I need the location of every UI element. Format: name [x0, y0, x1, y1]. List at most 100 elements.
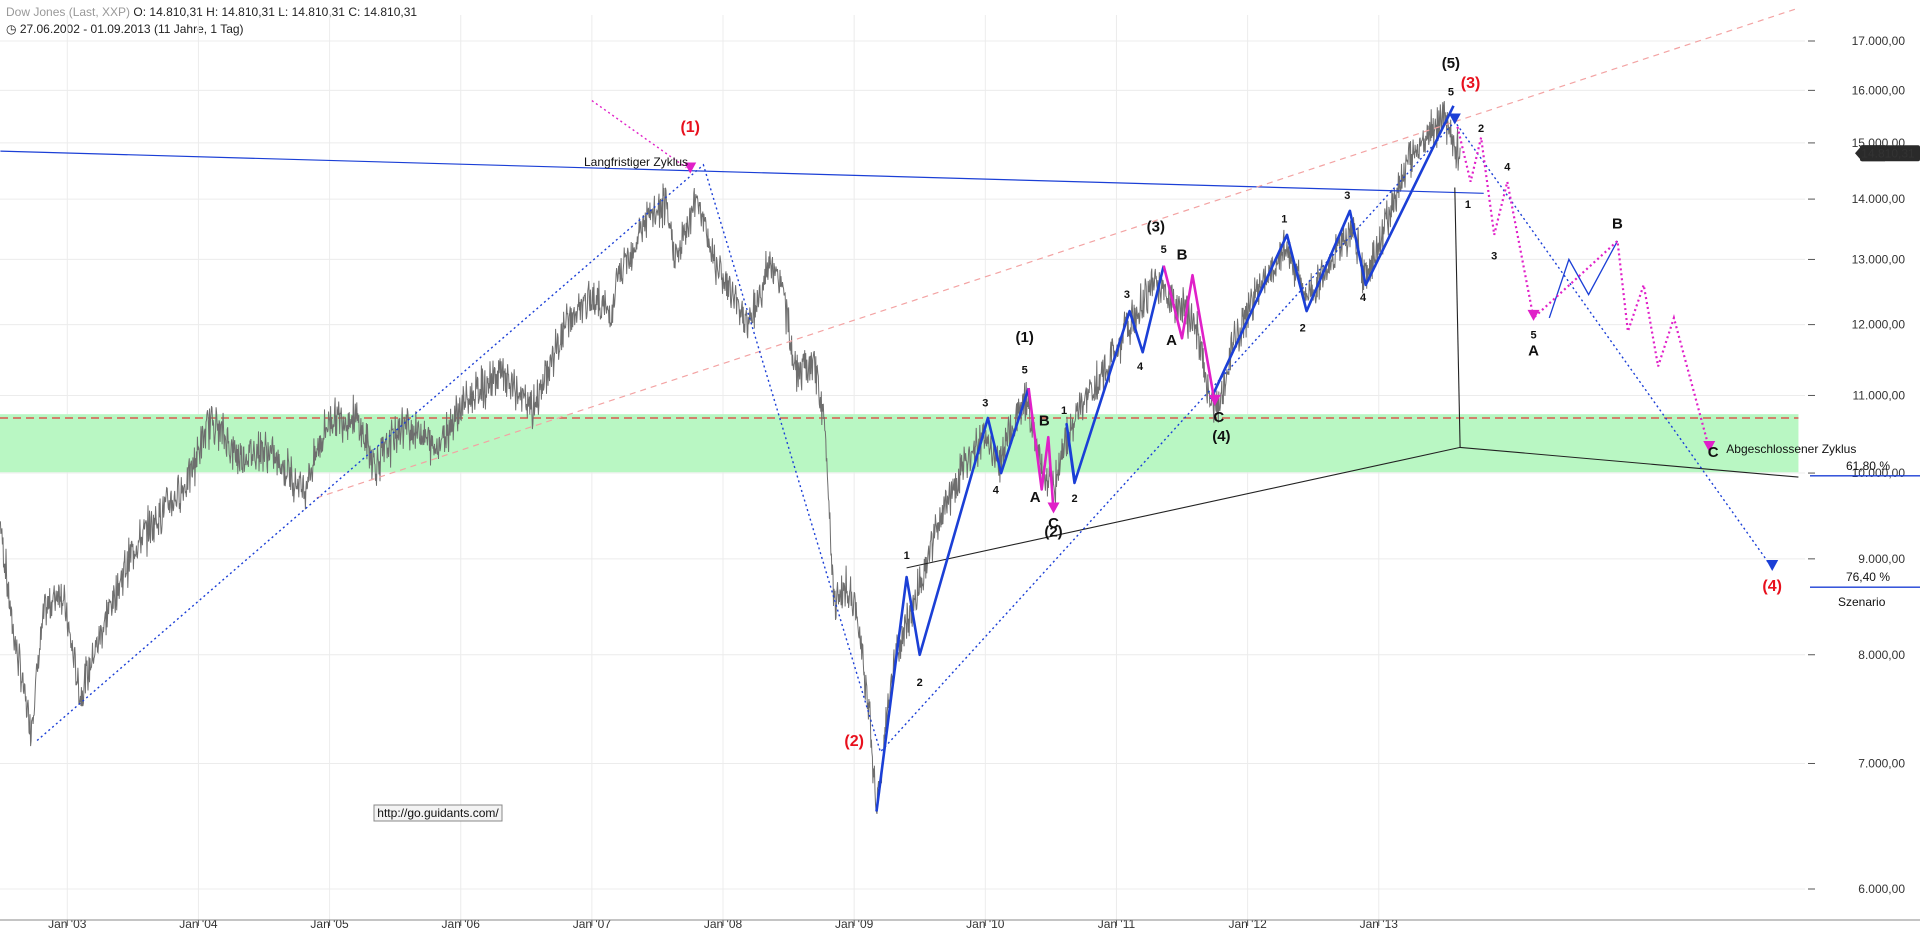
wave-label: (4) — [1762, 578, 1782, 595]
wave-label: 4 — [1504, 162, 1511, 174]
clock-icon: ◷ — [6, 22, 17, 36]
y-tick-label: 13.000,00 — [1852, 252, 1906, 266]
fib-level-label: 76,40 % — [1846, 570, 1890, 584]
wave-label: 2 — [1071, 493, 1077, 505]
wave-label: 4 — [1360, 292, 1367, 304]
x-tick-label: Jan '09 — [835, 917, 874, 931]
y-tick-label: 7.000,00 — [1858, 756, 1905, 770]
impulse-wave — [1065, 265, 1165, 485]
wave-label: (1) — [680, 119, 700, 136]
wave-label: 4 — [1137, 361, 1144, 373]
symbol-label: Dow Jones (Last, XXP) — [6, 5, 131, 19]
y-tick-label: 10.000,00 — [1852, 466, 1906, 480]
y-tick-label: 9.000,00 — [1858, 552, 1905, 566]
wave-label: 3 — [1491, 250, 1497, 262]
high-value: 14.810,31 — [221, 5, 275, 19]
arrow-marker — [1766, 559, 1779, 571]
wave-label: 5 — [1530, 329, 1536, 341]
wave-label: (4) — [1212, 428, 1230, 445]
y-tick-label: 17.000,00 — [1852, 34, 1906, 48]
wave-label: C — [1708, 444, 1719, 461]
channel-trendline — [316, 7, 1799, 499]
ohlc-header: Dow Jones (Last, XXP) O: 14.810,31 H: 14… — [6, 5, 417, 19]
x-tick-label: Jan '11 — [1098, 917, 1136, 931]
low-value: 14.810,31 — [291, 5, 345, 19]
low-label: L: — [278, 5, 289, 19]
correction-wave — [1027, 387, 1055, 511]
wave-label: 5 — [1161, 244, 1167, 256]
dotted-wave-structure — [36, 120, 1773, 754]
wave-1-pointer — [591, 100, 687, 169]
wave-label: 1 — [1061, 405, 1067, 417]
arrow-marker — [1527, 309, 1540, 321]
fib-level-label: 61,80 % — [1846, 459, 1890, 473]
wave-label: 1 — [1281, 214, 1287, 226]
watermark-box — [373, 804, 503, 822]
triangle-vertical — [1454, 187, 1461, 448]
wave-label: B — [1612, 216, 1623, 233]
x-tick-label: Jan '06 — [442, 917, 481, 931]
watermark-link: http://go.guidants.com/ — [377, 806, 499, 820]
x-tick-label: Jan '05 — [310, 917, 349, 931]
wave-label: C — [1048, 515, 1059, 532]
high-label: H: — [206, 5, 219, 19]
date-range-label: 27.06.2002 - 01.09.2013 (11 Jahre, 1 Tag… — [19, 22, 244, 36]
wave-label: 4 — [993, 485, 1000, 497]
last-price-label: 14.810,31 — [1861, 146, 1915, 160]
arrow-marker — [1047, 502, 1060, 514]
arrow-marker — [684, 162, 697, 174]
y-tick-label: 14.000,00 — [1852, 192, 1906, 206]
wave-label: 2 — [917, 677, 923, 689]
wave-label: A — [1166, 332, 1177, 349]
wave-label: 1 — [904, 550, 910, 562]
wave-label: 5 — [1022, 365, 1028, 377]
open-value: 14.810,31 — [149, 5, 203, 19]
scenario-label: Szenario — [1838, 595, 1886, 609]
x-tick-label: Jan '13 — [1360, 917, 1399, 931]
x-tick-label: Jan '12 — [1228, 917, 1267, 931]
impulse-wave — [1209, 105, 1455, 400]
wave-label: C — [1213, 409, 1224, 426]
wave-label: (2) — [1044, 524, 1062, 541]
y-tick-label: 12.000,00 — [1852, 318, 1906, 332]
close-label: C: — [348, 5, 361, 19]
wave-label: 2 — [1300, 322, 1306, 334]
wave-label: B — [1177, 246, 1188, 263]
wave-label: 2 — [1478, 123, 1484, 135]
wave-label: 5 — [1448, 86, 1454, 98]
wave-label: (5) — [1442, 55, 1460, 72]
x-tick-label: Jan '08 — [704, 917, 743, 931]
last-price-badge — [1860, 145, 1920, 162]
wave-label: 1 — [1465, 199, 1471, 211]
wave-label: (3) — [1147, 219, 1165, 236]
x-tick-label: Jan '07 — [573, 917, 612, 931]
long-cycle-trendline — [0, 150, 1484, 194]
correction-wave — [1162, 265, 1217, 404]
wave-label: B — [1039, 413, 1050, 430]
wave-label: 3 — [982, 398, 988, 410]
impulse-wave — [875, 387, 1030, 812]
y-tick-label: 8.000,00 — [1858, 648, 1905, 662]
close-value: 14.810,31 — [363, 5, 418, 19]
wave-label: A — [1528, 343, 1539, 360]
wave-label: (2) — [844, 733, 864, 750]
chart-annotation: Langfristiger Zyklus — [584, 155, 688, 169]
wave-label: A — [1030, 489, 1041, 506]
wave-label: (1) — [1015, 329, 1033, 346]
x-tick-label: Jan '10 — [966, 917, 1005, 931]
chart-annotation: Abgeschlossener Zyklus — [1726, 442, 1856, 456]
x-tick-label: Jan '03 — [48, 917, 87, 931]
y-tick-label: 6.000,00 — [1858, 882, 1905, 896]
support-zone — [0, 414, 1799, 473]
wave-label: 3 — [1344, 190, 1350, 202]
open-label: O: — [133, 5, 147, 19]
arrow-marker — [1448, 113, 1461, 125]
date-range: ◷ 27.06.2002 - 01.09.2013 (11 Jahre, 1 T… — [6, 22, 244, 36]
wave-label: 3 — [1124, 289, 1130, 301]
arrow-marker — [1703, 440, 1716, 452]
arrow-marker — [1208, 394, 1221, 406]
x-tick-label: Jan '04 — [179, 917, 218, 931]
future-wave-b — [1548, 240, 1619, 319]
price-series — [0, 101, 1461, 815]
